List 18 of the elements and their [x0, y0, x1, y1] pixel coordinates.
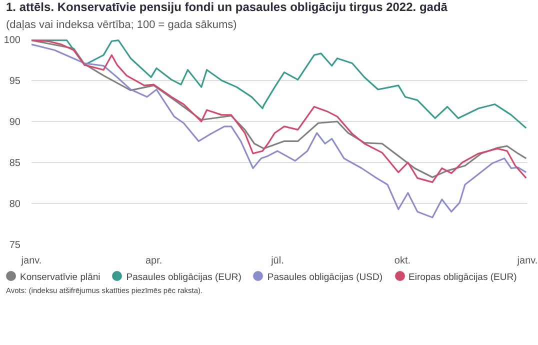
y-tick-label: 90	[9, 116, 21, 128]
y-tick-label: 80	[9, 198, 21, 210]
y-tick-label: 100	[4, 34, 21, 46]
x-tick-label: apr.	[145, 255, 162, 266]
x-tick-label: janv.	[516, 255, 538, 266]
line-series	[32, 44, 527, 218]
x-tick-label: okt.	[394, 255, 411, 266]
legend-label: Pasaules obligācijas (EUR)	[125, 272, 242, 283]
x-tick-label: jūl.	[270, 255, 284, 266]
y-tick-label: 85	[9, 158, 21, 169]
chart-subtitle: (daļas vai indeksa vērtība; 100 = gada sākums)	[6, 18, 237, 32]
legend-label: Konservatīvie plāni	[19, 272, 100, 283]
legend-label: Eiropas obligācijas (EUR)	[408, 272, 517, 283]
x-tick-label: janv.	[20, 255, 42, 266]
y-tick-label: 95	[9, 76, 21, 87]
y-tick-label: 75	[9, 240, 21, 251]
legend-label: Pasaules obligācijas (USD)	[266, 272, 382, 283]
chart-title: 1. attēls. Konservatīvie pensiju fondi un pasaules obligāciju tirgus 2022. gadā	[6, 0, 448, 16]
